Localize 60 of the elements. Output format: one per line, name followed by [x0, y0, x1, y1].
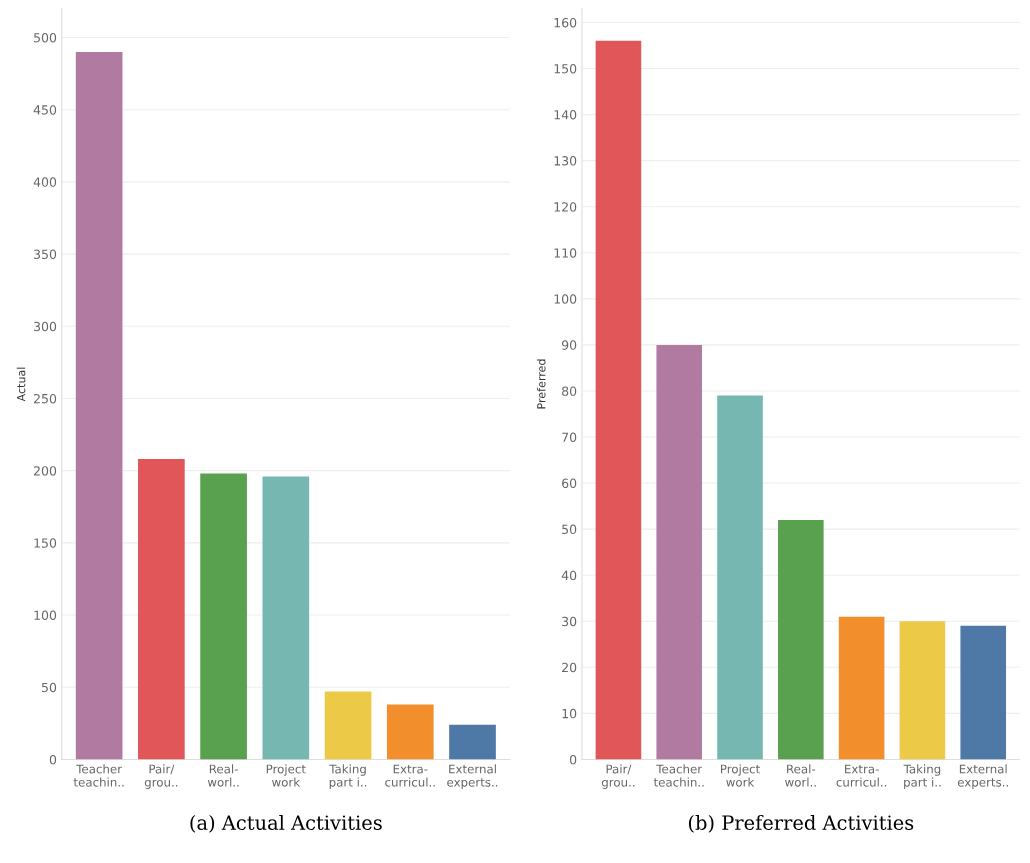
y-tick-label: 80: [562, 386, 577, 396]
bar: [656, 344, 703, 760]
bar: [200, 473, 247, 760]
bar: [75, 51, 123, 760]
y-tick-label: 130: [554, 156, 577, 166]
x-tick-label: Teacher teachin..: [653, 764, 704, 787]
bar: [838, 616, 885, 760]
x-tick-label: Real- worl..: [207, 764, 239, 787]
y-tick-label: 150: [34, 538, 57, 548]
y-axis-title: Actual: [16, 367, 26, 402]
bar: [778, 519, 824, 760]
y-tick-label: 90: [561, 340, 577, 350]
bar: [899, 621, 946, 760]
y-axis-title: Preferred: [536, 359, 546, 409]
y-tick-label: 150: [554, 63, 577, 74]
y-tick-label: 140: [554, 110, 577, 120]
bar: [386, 704, 434, 760]
y-tick-label: 300: [34, 321, 57, 332]
y-tick-label: 30: [562, 616, 577, 627]
y-tick-label: 450: [33, 105, 57, 115]
y-tick-label: 350: [34, 249, 57, 260]
text: (b) Preferred Activities: [688, 814, 914, 833]
y-tick-label: 10: [562, 708, 577, 719]
x-tick-label: Taking part i..: [903, 764, 941, 789]
y-tick-label: 50: [42, 682, 57, 693]
y-tick-label: 50: [562, 524, 577, 535]
x-tick-label: External experts..: [447, 764, 498, 789]
x-tick-label: Project work: [266, 764, 306, 787]
y-tick-label: 250: [34, 393, 57, 404]
y-tick-label: 60: [562, 478, 577, 488]
x-tick-label: Extra- curricul..: [836, 764, 887, 787]
y-tick-label: 20: [562, 662, 577, 673]
x-tick-label: Pair/ grou..: [601, 764, 635, 789]
x-tick-label: Project work: [720, 764, 760, 787]
bar: [262, 476, 310, 760]
y-tick-label: 110: [554, 248, 577, 258]
bar: [324, 691, 372, 760]
x-tick-label: Real- worl..: [785, 764, 816, 787]
x-tick-label: Extra- curricul..: [385, 764, 435, 787]
bar: [717, 395, 763, 760]
y-tick-label: 120: [554, 202, 577, 212]
bar: [449, 724, 496, 760]
y-tick-label: 160: [554, 17, 577, 28]
y-tick-label: 500: [34, 32, 57, 43]
y-tick-label: 0: [569, 754, 577, 765]
y-tick-label: 400: [33, 177, 57, 187]
bar: [138, 459, 185, 760]
y-tick-label: 40: [561, 570, 577, 581]
text: (a) Actual Activities: [190, 814, 382, 833]
x-tick-label: Teacher teachin..: [73, 764, 124, 787]
y-tick-label: 0: [49, 754, 57, 765]
y-tick-label: 100: [554, 294, 577, 304]
y-tick-label: 200: [34, 466, 57, 476]
y-tick-label: 70: [562, 432, 577, 442]
y-tick-label: 100: [34, 610, 57, 620]
x-tick-label: External experts..: [957, 764, 1008, 789]
x-tick-label: Taking part i..: [329, 764, 367, 789]
bar: [595, 40, 642, 760]
bar: [960, 625, 1007, 760]
x-tick-label: Pair/ grou..: [144, 764, 178, 789]
